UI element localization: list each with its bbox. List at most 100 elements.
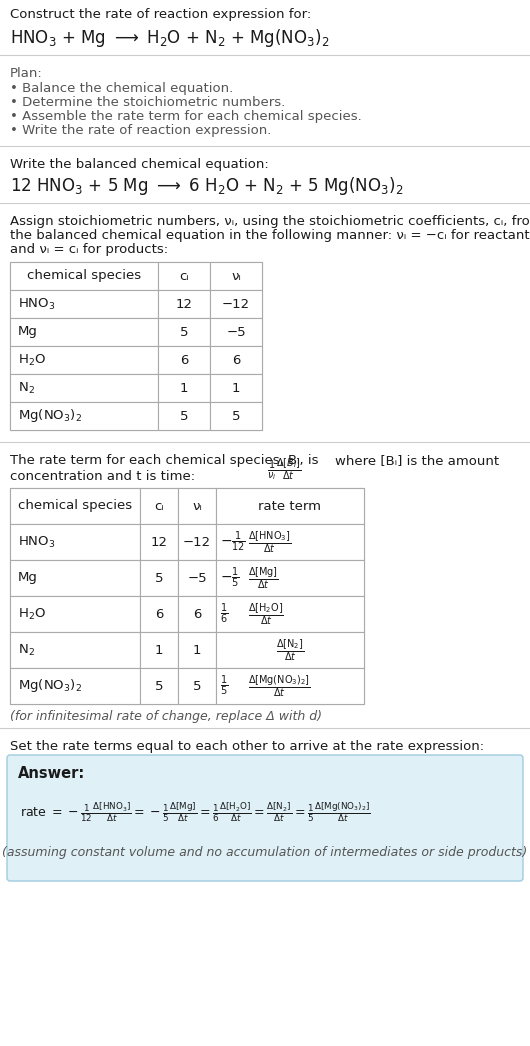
- Text: Answer:: Answer:: [18, 766, 85, 781]
- Text: cᵢ: cᵢ: [179, 270, 189, 282]
- Bar: [210, 290, 262, 318]
- Bar: [178, 632, 216, 668]
- Text: $-\frac{1}{5}$: $-\frac{1}{5}$: [220, 566, 240, 590]
- Text: HNO$_3$: HNO$_3$: [18, 296, 56, 312]
- Bar: [10, 262, 262, 430]
- Bar: [210, 346, 262, 374]
- Text: 6: 6: [155, 608, 163, 620]
- Text: −12: −12: [183, 536, 211, 548]
- Text: 1: 1: [193, 643, 201, 657]
- Text: HNO$_3$: HNO$_3$: [18, 535, 56, 549]
- Text: Construct the rate of reaction expression for:: Construct the rate of reaction expressio…: [10, 8, 311, 21]
- Bar: [216, 560, 364, 596]
- Text: $\frac{\Delta[\mathrm{HNO_3}]}{\Delta t}$: $\frac{\Delta[\mathrm{HNO_3}]}{\Delta t}…: [248, 529, 291, 554]
- Text: chemical species: chemical species: [18, 500, 132, 513]
- Text: Mg: Mg: [18, 325, 38, 339]
- Bar: [10, 402, 158, 430]
- Text: and νᵢ = cᵢ for products:: and νᵢ = cᵢ for products:: [10, 243, 168, 256]
- Text: νᵢ: νᵢ: [231, 270, 241, 282]
- Bar: [216, 632, 364, 668]
- Text: Write the balanced chemical equation:: Write the balanced chemical equation:: [10, 158, 269, 170]
- Bar: [216, 596, 364, 632]
- Text: Set the rate terms equal to each other to arrive at the rate expression:: Set the rate terms equal to each other t…: [10, 740, 484, 753]
- Bar: [10, 318, 158, 346]
- Bar: [10, 290, 158, 318]
- Text: • Write the rate of reaction expression.: • Write the rate of reaction expression.: [10, 124, 271, 137]
- Text: where [Bᵢ] is the amount: where [Bᵢ] is the amount: [335, 454, 499, 467]
- Text: concentration and t is time:: concentration and t is time:: [10, 470, 195, 483]
- Text: $-\frac{1}{12}$: $-\frac{1}{12}$: [220, 530, 246, 554]
- Bar: [178, 596, 216, 632]
- Text: chemical species: chemical species: [27, 270, 141, 282]
- Text: −5: −5: [226, 325, 246, 339]
- Bar: [140, 524, 178, 560]
- Text: • Balance the chemical equation.: • Balance the chemical equation.: [10, 82, 233, 95]
- Text: 6: 6: [232, 354, 240, 366]
- Bar: [158, 346, 210, 374]
- Text: • Assemble the rate term for each chemical species.: • Assemble the rate term for each chemic…: [10, 110, 362, 123]
- Bar: [158, 290, 210, 318]
- Text: N$_2$: N$_2$: [18, 381, 35, 395]
- Text: (assuming constant volume and no accumulation of intermediates or side products): (assuming constant volume and no accumul…: [2, 846, 528, 859]
- Text: 5: 5: [193, 680, 201, 692]
- Text: cᵢ: cᵢ: [154, 500, 164, 513]
- Text: N$_2$: N$_2$: [18, 642, 35, 658]
- Text: rate $= -\frac{1}{12}\frac{\Delta[\mathrm{HNO_3}]}{\Delta t} = -\frac{1}{5}\frac: rate $= -\frac{1}{12}\frac{\Delta[\mathr…: [20, 800, 371, 823]
- Text: 6: 6: [193, 608, 201, 620]
- Bar: [10, 488, 140, 524]
- Bar: [216, 488, 364, 524]
- Text: Mg(NO$_3$)$_2$: Mg(NO$_3$)$_2$: [18, 678, 82, 695]
- Text: −5: −5: [187, 571, 207, 585]
- Text: Assign stoichiometric numbers, νᵢ, using the stoichiometric coefficients, cᵢ, fr: Assign stoichiometric numbers, νᵢ, using…: [10, 215, 530, 228]
- Bar: [140, 632, 178, 668]
- Bar: [10, 374, 158, 402]
- Text: 5: 5: [180, 325, 188, 339]
- Text: 12: 12: [151, 536, 167, 548]
- Bar: [210, 318, 262, 346]
- Text: 12: 12: [175, 297, 192, 311]
- Bar: [140, 596, 178, 632]
- Text: 12 HNO$_3$ + 5 Mg $\longrightarrow$ 6 H$_2$O + N$_2$ + 5 Mg(NO$_3$)$_2$: 12 HNO$_3$ + 5 Mg $\longrightarrow$ 6 H$…: [10, 175, 403, 197]
- Text: • Determine the stoichiometric numbers.: • Determine the stoichiometric numbers.: [10, 96, 285, 109]
- Text: $\frac{1}{6}$: $\frac{1}{6}$: [220, 601, 228, 627]
- Bar: [10, 524, 140, 560]
- Text: HNO$_3$ + Mg $\longrightarrow$ H$_2$O + N$_2$ + Mg(NO$_3$)$_2$: HNO$_3$ + Mg $\longrightarrow$ H$_2$O + …: [10, 27, 330, 49]
- Text: νᵢ: νᵢ: [192, 500, 202, 513]
- Bar: [10, 632, 140, 668]
- Bar: [178, 524, 216, 560]
- Text: $\frac{\Delta[\mathrm{Mg(NO_3)_2}]}{\Delta t}$: $\frac{\Delta[\mathrm{Mg(NO_3)_2}]}{\Del…: [248, 674, 311, 699]
- Bar: [210, 374, 262, 402]
- Text: 5: 5: [155, 571, 163, 585]
- Text: $\frac{1}{5}$: $\frac{1}{5}$: [220, 674, 228, 698]
- Text: Plan:: Plan:: [10, 67, 43, 79]
- Text: H$_2$O: H$_2$O: [18, 353, 46, 367]
- Bar: [10, 488, 364, 704]
- Text: 5: 5: [180, 409, 188, 423]
- Bar: [158, 374, 210, 402]
- Text: $\frac{\Delta[\mathrm{N_2}]}{\Delta t}$: $\frac{\Delta[\mathrm{N_2}]}{\Delta t}$: [276, 637, 304, 663]
- Text: $\frac{\Delta[\mathrm{Mg}]}{\Delta t}$: $\frac{\Delta[\mathrm{Mg}]}{\Delta t}$: [248, 565, 279, 591]
- Text: 1: 1: [232, 382, 240, 394]
- Bar: [178, 488, 216, 524]
- Bar: [178, 560, 216, 596]
- Bar: [10, 668, 140, 704]
- Bar: [210, 262, 262, 290]
- Bar: [158, 318, 210, 346]
- Bar: [140, 560, 178, 596]
- Text: the balanced chemical equation in the following manner: νᵢ = −cᵢ for reactants: the balanced chemical equation in the fo…: [10, 229, 530, 242]
- Bar: [216, 524, 364, 560]
- Text: (for infinitesimal rate of change, replace Δ with d): (for infinitesimal rate of change, repla…: [10, 710, 322, 723]
- Bar: [216, 668, 364, 704]
- Text: $\frac{\Delta[\mathrm{H_2O}]}{\Delta t}$: $\frac{\Delta[\mathrm{H_2O}]}{\Delta t}$: [248, 601, 284, 627]
- Text: Mg: Mg: [18, 571, 38, 585]
- Text: The rate term for each chemical species, Bᵢ, is: The rate term for each chemical species,…: [10, 454, 323, 467]
- FancyBboxPatch shape: [7, 755, 523, 881]
- Bar: [10, 596, 140, 632]
- Text: 5: 5: [232, 409, 240, 423]
- Bar: [10, 262, 158, 290]
- Bar: [140, 668, 178, 704]
- Bar: [158, 262, 210, 290]
- Bar: [10, 346, 158, 374]
- Text: −12: −12: [222, 297, 250, 311]
- Bar: [158, 402, 210, 430]
